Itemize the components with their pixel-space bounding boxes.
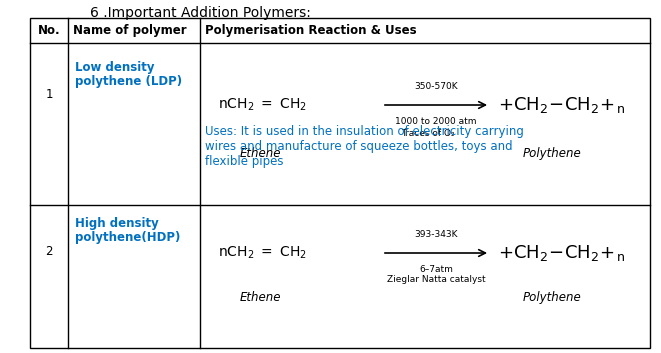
- Text: 6 .Important Addition Polymers:: 6 .Important Addition Polymers:: [90, 6, 311, 20]
- Text: Traces of O₂: Traces of O₂: [401, 129, 455, 138]
- Text: 1000 to 2000 atm: 1000 to 2000 atm: [395, 117, 477, 126]
- Text: 6–7atm: 6–7atm: [419, 265, 453, 274]
- Text: Ethene: Ethene: [240, 147, 282, 160]
- Text: Uses: It is used in the insulation of electricity carrying
wires and manufacture: Uses: It is used in the insulation of el…: [205, 125, 524, 168]
- Text: $\mathregular{nCH_2\ =\ CH_2}$: $\mathregular{nCH_2\ =\ CH_2}$: [218, 245, 307, 261]
- Text: Polythene: Polythene: [523, 291, 582, 304]
- Text: High density: High density: [75, 217, 159, 230]
- Text: 393-343K: 393-343K: [414, 230, 458, 239]
- Text: 2: 2: [45, 245, 53, 258]
- Text: polythene (LDP): polythene (LDP): [75, 75, 182, 88]
- Text: $+\mathrm{CH_2}\!-\!\mathrm{CH_2}\!+_{\!\mathrm{n}}$: $+\mathrm{CH_2}\!-\!\mathrm{CH_2}\!+_{\!…: [498, 95, 625, 115]
- Text: Ethene: Ethene: [240, 291, 282, 304]
- Text: No.: No.: [38, 24, 60, 37]
- Text: Low density: Low density: [75, 61, 155, 74]
- Text: 350-570K: 350-570K: [414, 82, 458, 91]
- Text: Name of polymer: Name of polymer: [73, 24, 186, 37]
- Text: 1: 1: [45, 88, 53, 101]
- Text: Polymerisation Reaction & Uses: Polymerisation Reaction & Uses: [205, 24, 416, 37]
- Text: Polythene: Polythene: [523, 147, 582, 160]
- Text: $+\mathrm{CH_2}\!-\!\mathrm{CH_2}\!+_{\!\mathrm{n}}$: $+\mathrm{CH_2}\!-\!\mathrm{CH_2}\!+_{\!…: [498, 243, 625, 263]
- Text: $\mathregular{nCH_2\ =\ CH_2}$: $\mathregular{nCH_2\ =\ CH_2}$: [218, 97, 307, 113]
- Text: Zieglar Natta catalyst: Zieglar Natta catalyst: [387, 275, 485, 284]
- Text: polythene(HDP): polythene(HDP): [75, 231, 180, 244]
